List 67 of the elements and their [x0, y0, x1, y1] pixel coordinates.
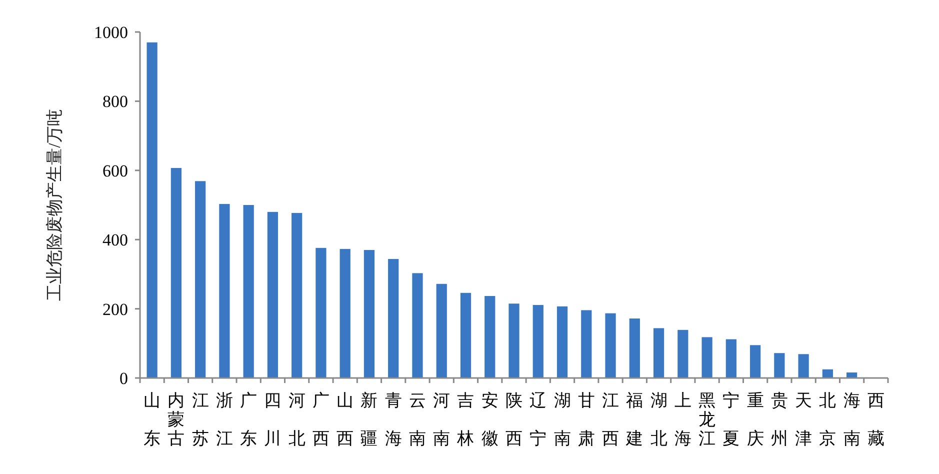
y-tick-label: 1000 — [94, 23, 128, 42]
x-tick-label: 湖北 — [650, 391, 668, 448]
x-tick-label: 甘肃 — [578, 391, 595, 448]
bar — [629, 318, 640, 378]
bar — [508, 304, 520, 378]
bar — [340, 248, 350, 378]
x-tick-label: 广东 — [240, 391, 258, 448]
x-tick-label: 内蒙古 — [168, 391, 185, 448]
x-tick-label: 四川 — [264, 391, 282, 448]
bar — [702, 337, 712, 378]
x-tick-label: 重庆 — [746, 391, 764, 448]
bar — [774, 353, 785, 378]
x-tick-label: 陕西 — [506, 391, 522, 448]
bar — [556, 306, 568, 378]
x-tick-label: 吉林 — [456, 391, 474, 448]
x-tick-label: 辽宁 — [530, 391, 547, 448]
x-tick-label: 上海 — [674, 391, 692, 448]
y-tick-label: 0 — [120, 369, 128, 388]
x-tick-label: 广西 — [312, 391, 330, 448]
x-tick-label: 福建 — [625, 391, 644, 448]
x-tick-label: 宁夏 — [722, 391, 740, 448]
y-tick-label: 200 — [102, 300, 128, 319]
bar — [219, 204, 230, 378]
x-tick-label: 云南 — [408, 391, 426, 448]
bar — [750, 345, 761, 378]
x-tick-label: 安徽 — [481, 391, 498, 448]
bar — [364, 250, 375, 378]
x-tick-label: 贵州 — [770, 391, 788, 448]
x-tick-label: 新疆 — [360, 391, 378, 448]
bar — [195, 181, 206, 378]
bar — [316, 248, 326, 378]
x-tick-label: 河北 — [288, 391, 306, 448]
bar — [822, 369, 833, 378]
x-tick-label: 西藏 — [867, 391, 884, 448]
bar — [532, 304, 544, 378]
y-tick-label: 400 — [102, 230, 128, 250]
bar — [436, 284, 447, 378]
bar — [170, 168, 182, 378]
bar — [460, 292, 472, 378]
x-tick-label: 江西 — [602, 391, 620, 448]
bar — [798, 354, 809, 378]
bar — [678, 330, 688, 378]
x-tick-label: 河南 — [433, 391, 450, 448]
x-tick-label: 湖南 — [554, 391, 571, 448]
y-axis-title: 工业危险废物产生量/万吨 — [45, 109, 64, 301]
x-tick-label: 北京 — [819, 391, 836, 448]
y-tick-label: 600 — [102, 161, 128, 180]
x-tick-label: 海南 — [843, 391, 860, 448]
x-tick-label: 天津 — [795, 391, 812, 448]
x-tick-label: 浙江 — [216, 391, 233, 448]
bar — [388, 258, 399, 378]
bar — [267, 212, 278, 378]
x-tick-label: 青海 — [384, 391, 402, 448]
y-tick-label: 800 — [102, 92, 128, 112]
bar — [726, 339, 736, 378]
bar — [653, 328, 664, 378]
x-tick-label: 山东 — [144, 391, 161, 448]
bar — [146, 42, 158, 378]
bar — [412, 273, 423, 378]
x-tick-label: 江苏 — [192, 391, 209, 448]
bar — [581, 310, 592, 378]
bar — [484, 296, 496, 378]
x-tick-label: 黑龙江 — [698, 391, 716, 448]
bar — [292, 212, 302, 378]
x-tick-label: 山西 — [336, 391, 354, 448]
bar — [605, 313, 616, 378]
bar — [243, 205, 254, 378]
